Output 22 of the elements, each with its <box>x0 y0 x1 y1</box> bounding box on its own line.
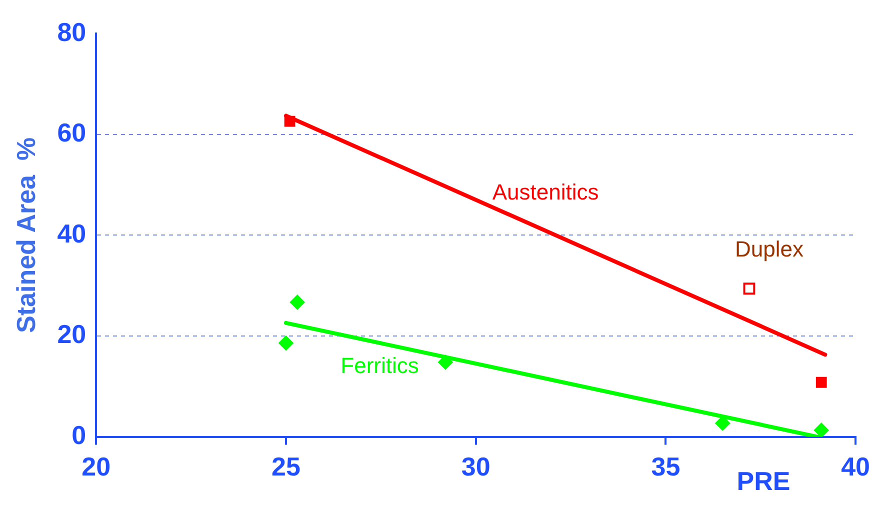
y-tick-label: 60 <box>57 118 86 148</box>
point <box>284 116 296 127</box>
y-axis-title: Stained Area % <box>10 137 41 333</box>
series-label: Duplex <box>734 236 804 262</box>
point <box>814 422 829 437</box>
x-tick-label: 40 <box>841 452 870 482</box>
x-tick-label: 25 <box>272 452 300 482</box>
series-label: Austenitics <box>492 179 599 204</box>
point <box>278 336 294 351</box>
x-axis-title: PRE <box>736 466 790 496</box>
y-tick-label: 0 <box>72 420 86 450</box>
point <box>816 376 827 388</box>
x-tick-label: 35 <box>651 452 680 482</box>
point <box>743 282 756 295</box>
y-tick-label: 20 <box>57 319 86 350</box>
y-tick-label: 40 <box>57 218 86 248</box>
x-tick-label: 20 <box>82 452 111 482</box>
series-label: Ferritics <box>340 352 419 378</box>
y-tick-label: 80 <box>57 16 86 47</box>
point <box>438 354 453 370</box>
point <box>290 294 305 310</box>
x-tick-label: 30 <box>461 452 490 482</box>
